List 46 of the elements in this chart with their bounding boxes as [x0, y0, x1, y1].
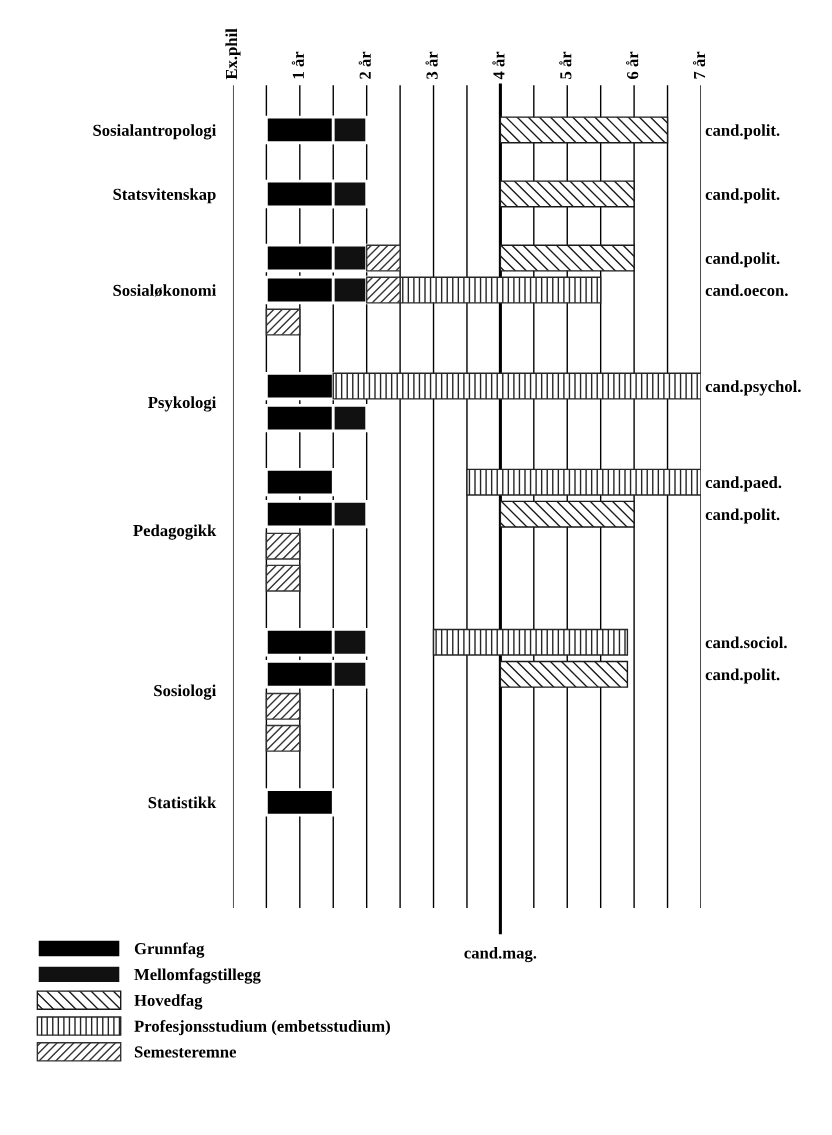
bar: [499, 180, 635, 208]
y-tick-label: Sosiologi: [154, 684, 217, 700]
legend-label: Mellomfagstillegg: [134, 968, 261, 984]
x-tick-label: 6 år: [626, 51, 639, 79]
bar: [365, 244, 401, 272]
legend-label: Grunnfag: [134, 942, 205, 958]
y-tick-label: Psykologi: [148, 396, 217, 412]
x-tick-label: 2 år: [358, 51, 371, 79]
y2-tick-label: cand.polit.: [705, 508, 780, 524]
x-tick-label: Ex.phil: [225, 28, 241, 80]
y-tick-label: Statsvitenskap: [113, 188, 216, 204]
y-tick-label: Statistikk: [148, 796, 217, 809]
y2-tick-label: cand.polit.: [705, 124, 780, 140]
x-tick-label: 3 år: [425, 51, 438, 79]
bar: [265, 564, 301, 592]
y2-tick-label: cand.oecon.: [705, 284, 788, 297]
y-tick-label: Sosialøkonomi: [113, 284, 217, 297]
y2-tick-label: cand.polit.: [705, 252, 780, 268]
legend-label: Semesteremne: [134, 1046, 237, 1058]
bar: [499, 660, 629, 688]
y2-tick-label: cand.polit.: [705, 188, 780, 204]
bar: [499, 244, 635, 272]
x-tick-label: 7 år: [692, 51, 706, 79]
y2-tick-label: cand.paed.: [705, 476, 782, 492]
bar: [265, 724, 301, 752]
y2-tick-label: cand.sociol.: [705, 636, 787, 649]
y2-tick-label: cand.polit.: [705, 668, 780, 684]
bar: [499, 500, 635, 528]
y2-tick-label: cand.psychol.: [705, 380, 801, 396]
bar: [265, 532, 301, 560]
legend-label: Hovedfag: [134, 994, 203, 1010]
bar: [265, 308, 301, 336]
bar: [399, 276, 602, 304]
legend-label: Profesjonsstudium (embetsstudium): [134, 1019, 390, 1036]
bar: [332, 372, 701, 400]
y-tick-label: Sosialantropologi: [93, 124, 217, 140]
bar: [499, 116, 669, 144]
y-tick-label: Pedagogikk: [133, 524, 217, 540]
ref-line-label: cand.mag.: [464, 946, 537, 963]
x-tick-label: 1 år: [291, 51, 304, 79]
bar: [466, 468, 701, 496]
x-tick-label: 5 år: [559, 51, 572, 79]
bar: [365, 276, 401, 304]
bar: [265, 692, 301, 720]
bar: [432, 628, 629, 656]
x-tick-label: 4 år: [492, 51, 505, 80]
